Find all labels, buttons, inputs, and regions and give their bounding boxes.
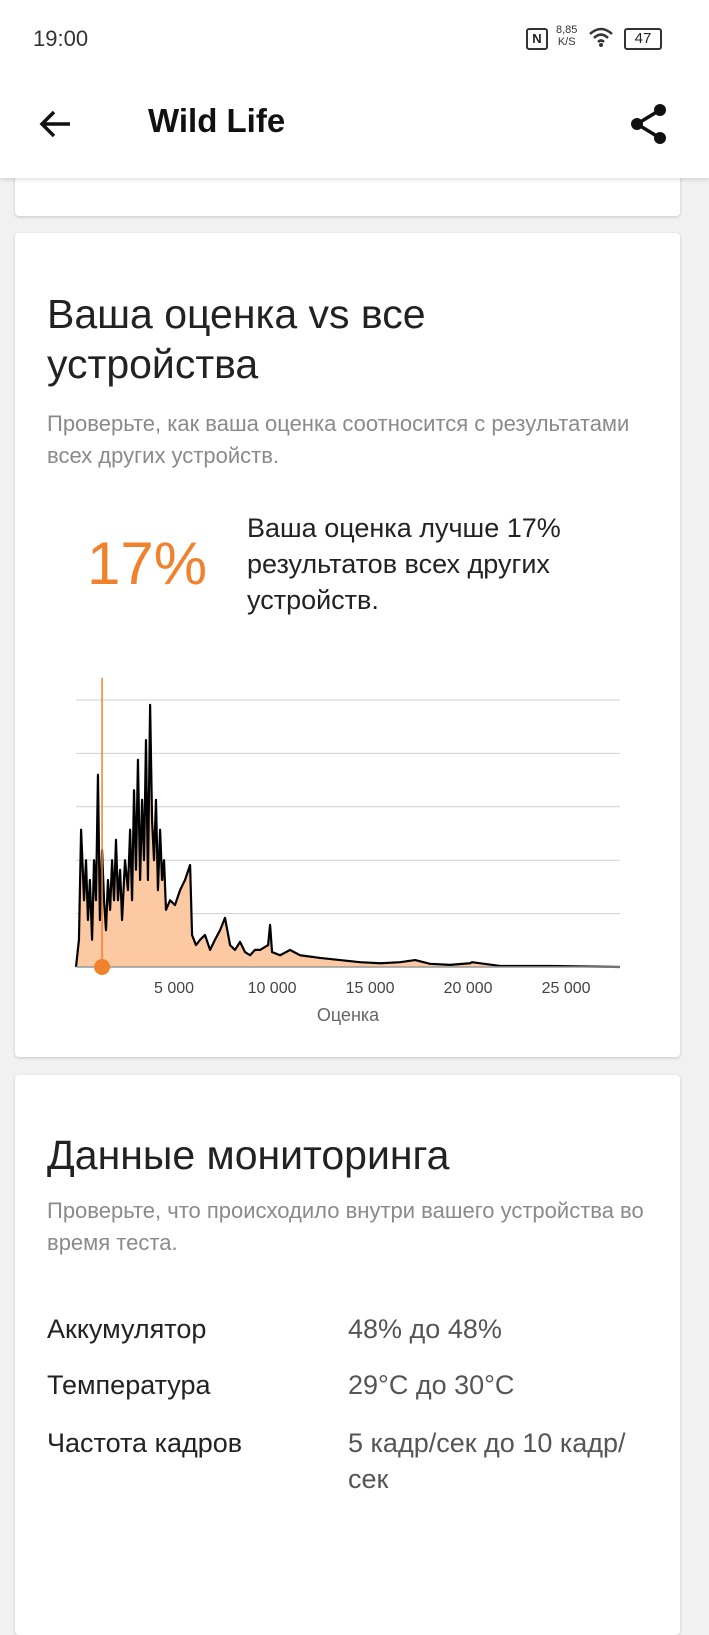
card-title: Данные мониторинга [47, 1132, 450, 1178]
score-marker [94, 959, 111, 975]
share-button[interactable] [628, 102, 670, 146]
header: 19:00 N 8,85 K/S 47 Wild Life [0, 0, 709, 178]
row-label: Температура [47, 1370, 211, 1400]
row-value: 48% до 48% [348, 1314, 502, 1344]
speed-value: 8,85 [556, 24, 578, 36]
chart: 5 000 10 000 15 000 20 000 25 000 Оценка [74, 678, 621, 1025]
card-subtitle: Проверьте, что происходило внутри вашего… [47, 1198, 644, 1255]
row-value: 5 кадр/сек до 10 кадр/сек [348, 1428, 626, 1494]
percent-text: Ваша оценка лучше 17% результатов всех д… [247, 513, 561, 615]
monitoring-card: Данные мониторинга Проверьте, что происх… [15, 1075, 680, 1635]
back-button[interactable] [36, 106, 76, 142]
x-tick-label: 15 000 [346, 980, 395, 997]
battery: 47 [624, 28, 662, 50]
wifi-icon [589, 27, 613, 47]
app-title: Wild Life [148, 102, 286, 139]
x-tick-label: 5 000 [154, 980, 194, 997]
row-label: Частота кадров [47, 1428, 243, 1458]
row-label: Аккумулятор [47, 1314, 207, 1344]
status-time: 19:00 [33, 26, 89, 51]
x-tick-label: 10 000 [248, 980, 297, 997]
nfc-icon: N [526, 28, 548, 50]
net-speed: 8,85 K/S [556, 24, 577, 48]
x-tick-label: 20 000 [444, 980, 493, 997]
x-tick-label: 25 000 [542, 980, 591, 997]
x-axis-label: Оценка [317, 1005, 380, 1025]
card-subtitle: Проверьте, как ваша оценка соотносится с… [47, 411, 630, 468]
area [76, 704, 620, 967]
line [74, 703, 621, 969]
percent: 17% [87, 530, 208, 597]
speed-unit: K/S [557, 36, 576, 48]
card-title: Ваша оценка vs все устройства [47, 291, 426, 387]
row-value: 29°C до 30°C [348, 1370, 515, 1400]
